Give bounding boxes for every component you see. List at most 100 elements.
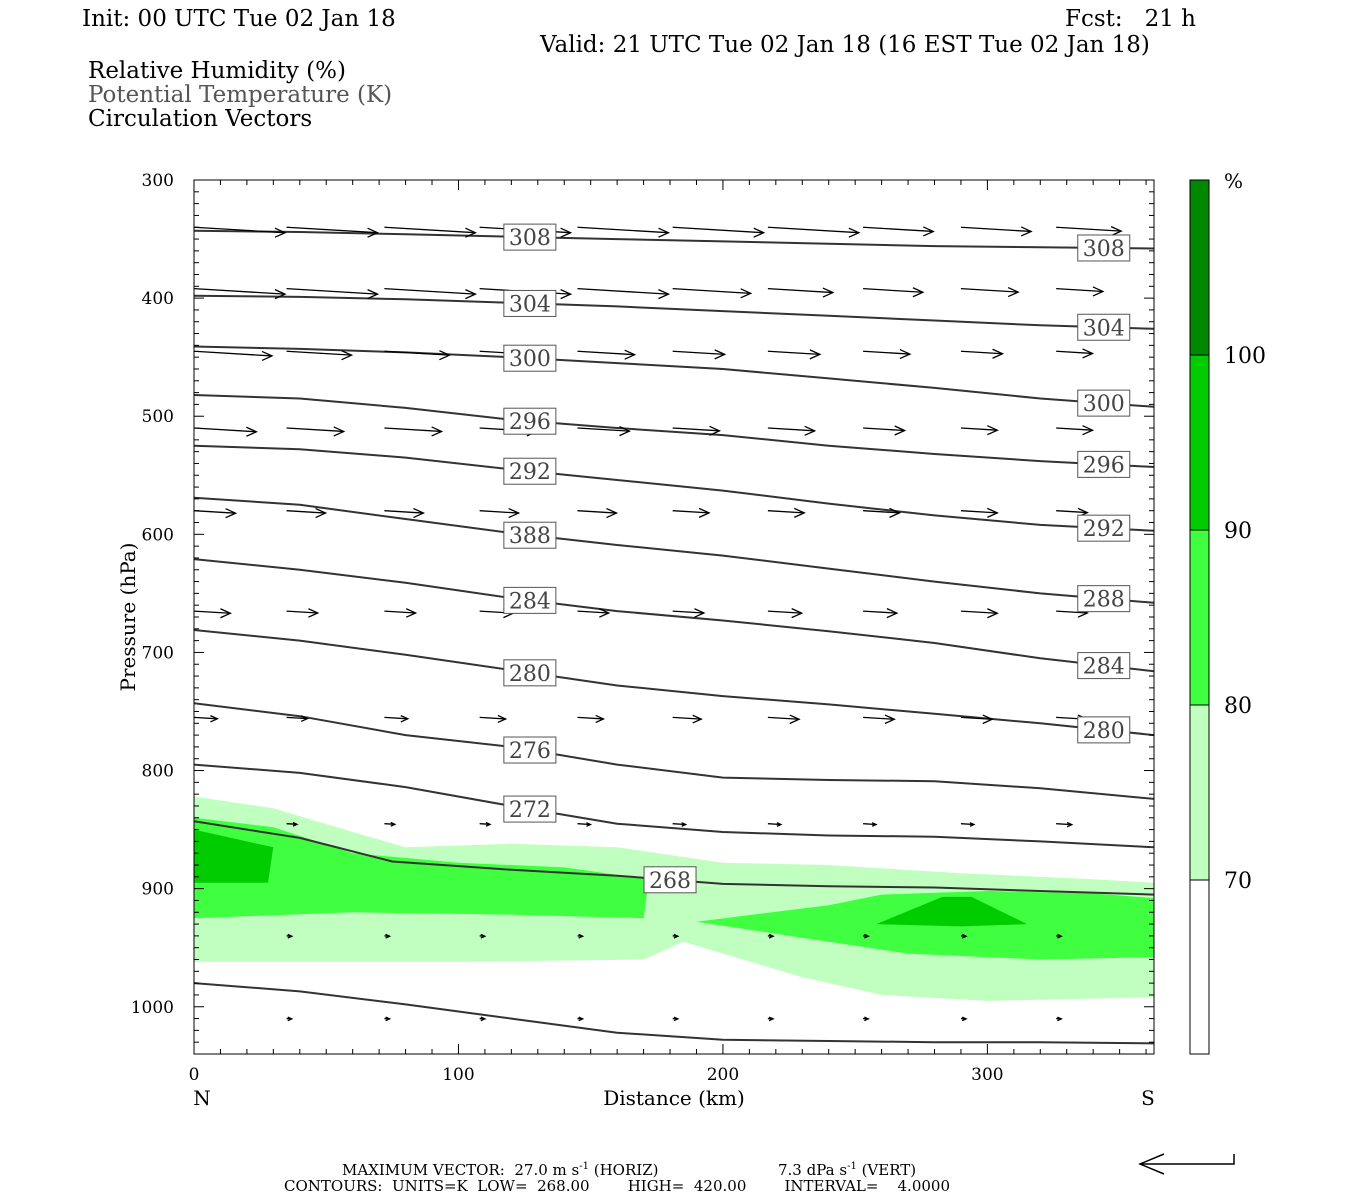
vector-head [961, 1016, 968, 1022]
vector-head [789, 714, 801, 725]
circulation-vector [194, 226, 287, 238]
vector-head [987, 507, 999, 518]
rh-region-80-1 [194, 817, 649, 919]
circulation-vector [960, 933, 968, 939]
vector-head [308, 608, 320, 618]
circulation-vector [672, 608, 706, 618]
isentrope-label: 308 [1077, 234, 1131, 262]
isentrope-label-box [1077, 234, 1131, 262]
isentrope-line-3 [194, 394, 1154, 468]
vector-head [560, 227, 573, 238]
isentrope-label-text: 292 [509, 460, 551, 485]
circulation-vector [286, 507, 328, 519]
y-tick-label: 400 [142, 289, 174, 309]
vector-head [606, 507, 619, 519]
vector-head [578, 933, 585, 939]
vector-head [292, 821, 299, 827]
circulation-vector [577, 426, 632, 437]
reference-vector [1138, 1153, 1235, 1175]
circulation-vector [672, 425, 722, 436]
vector-head [1110, 226, 1123, 237]
circulation-vector [767, 822, 783, 827]
isentrope-label-text: 272 [509, 798, 551, 823]
circulation-vector [286, 821, 299, 827]
vector-head [287, 933, 294, 939]
colorbar: % 100 90 80 70 [1189, 169, 1266, 1055]
circulation-vector [1056, 1016, 1063, 1022]
x-end-label-north: N [193, 1086, 211, 1110]
circulation-vector [194, 288, 287, 300]
vector-head [367, 289, 380, 300]
y-tick-label: 1000 [131, 998, 174, 1018]
vector-shaft [672, 823, 686, 826]
isentrope-label: 308 [503, 223, 557, 251]
vector-head [714, 349, 727, 360]
vector-head [673, 1016, 680, 1022]
vector-head [804, 425, 817, 436]
vector-head [595, 714, 606, 724]
circulation-vector [863, 822, 878, 827]
isentrope-label-box [503, 223, 557, 251]
circulation-vector [1056, 933, 1063, 939]
vector-head [871, 822, 878, 827]
isentrope-label-box [1077, 313, 1131, 341]
x-axis-title: Distance (km) [603, 1086, 745, 1110]
circulation-vector [384, 608, 418, 618]
vector-head [822, 287, 835, 298]
circulation-vector [960, 1016, 968, 1022]
circulation-vector [286, 226, 380, 238]
vector-shaft [577, 288, 669, 295]
contours-note: CONTOURS: UNITS=K LOW= 268.00 HIGH= 420.… [284, 1177, 950, 1195]
circulation-vector [286, 350, 354, 361]
circulation-vector [767, 507, 806, 518]
colorbar-segment [1190, 180, 1209, 355]
circulation-vector [577, 288, 671, 300]
vector-shaft [1056, 350, 1093, 355]
isentrope-line-6 [194, 558, 1154, 673]
x-tick-label: 300 [971, 1065, 1003, 1085]
isentrope-label: 296 [1077, 450, 1131, 478]
vector-shaft [960, 288, 1019, 293]
isentrope-label: 272 [503, 795, 557, 823]
vector-shaft [960, 427, 998, 431]
vector-shaft [767, 427, 815, 432]
vector-shaft [577, 427, 630, 432]
vector-head [1092, 286, 1105, 297]
circulation-vector [863, 287, 925, 298]
vector-shaft [863, 288, 923, 293]
circulation-vector [672, 822, 688, 827]
valid-time: Valid: 21 UTC Tue 02 Jan 18 (16 EST Tue … [540, 32, 1150, 58]
circulation-vector [863, 1016, 870, 1022]
y-tick-label: 800 [142, 762, 174, 782]
isentrope-label-text: 304 [509, 292, 551, 317]
vector-head [367, 227, 380, 238]
circulation-vector [384, 426, 444, 437]
vector-shaft [767, 350, 820, 356]
isentrope-label: 284 [1077, 652, 1131, 680]
vector-shaft [767, 823, 781, 826]
vector-head [776, 822, 783, 827]
isentrope-label-text: 308 [509, 226, 551, 251]
vector-shaft [767, 288, 833, 294]
circulation-vector [672, 507, 711, 518]
vector-head [692, 714, 703, 724]
circulation-vector [767, 1016, 775, 1022]
y-tick-label: 300 [142, 171, 174, 191]
isentrope-label: 300 [503, 344, 557, 372]
vector-shaft [577, 510, 617, 514]
isentrope-label: 284 [503, 586, 557, 614]
vector-shaft [286, 510, 326, 514]
vector-head [961, 933, 968, 939]
vector-head [1007, 286, 1020, 298]
isentrope-label-box [1077, 652, 1131, 680]
circulation-vector [479, 714, 508, 724]
circulation-vector [960, 425, 999, 436]
vector-shaft [863, 823, 877, 826]
vector-shaft [672, 716, 702, 720]
circulation-vector [384, 350, 451, 361]
circulation-vector [863, 507, 902, 518]
vector-head [246, 426, 258, 437]
isentrope-label-text: 284 [1083, 655, 1125, 680]
vector-head [300, 715, 309, 723]
